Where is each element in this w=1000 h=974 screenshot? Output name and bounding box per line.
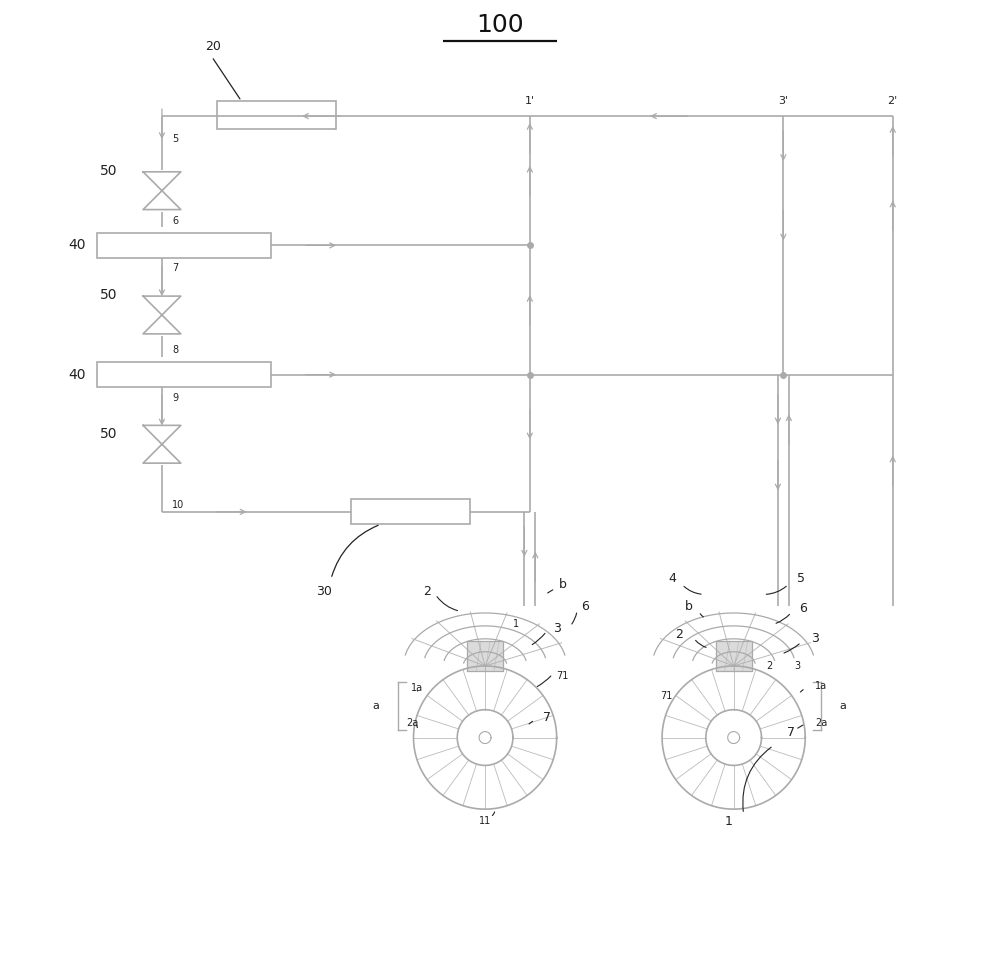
Text: 3: 3 xyxy=(794,661,800,671)
Text: 2a: 2a xyxy=(406,718,418,728)
Text: 71: 71 xyxy=(556,671,569,681)
Text: 71: 71 xyxy=(660,691,672,701)
Polygon shape xyxy=(467,641,503,671)
Bar xyxy=(97,362,271,387)
Text: 30: 30 xyxy=(316,585,332,598)
Text: 4: 4 xyxy=(668,572,676,585)
Text: 8: 8 xyxy=(172,345,178,355)
Text: a: a xyxy=(373,700,380,711)
Text: 2a: 2a xyxy=(815,718,827,728)
Text: 1: 1 xyxy=(725,814,733,828)
Bar xyxy=(97,233,271,258)
Text: 3: 3 xyxy=(553,621,561,635)
Text: 1a: 1a xyxy=(815,681,827,691)
Text: 20: 20 xyxy=(205,40,221,53)
Bar xyxy=(351,500,470,524)
Text: 6: 6 xyxy=(799,602,807,615)
Text: 2': 2' xyxy=(888,96,898,106)
Text: 2: 2 xyxy=(423,585,431,598)
Text: 40: 40 xyxy=(68,367,85,382)
Text: 7: 7 xyxy=(543,711,551,725)
Text: 6: 6 xyxy=(172,215,178,226)
Text: 3': 3' xyxy=(778,96,788,106)
Text: 2: 2 xyxy=(675,627,683,641)
Text: 1': 1' xyxy=(525,96,535,106)
Text: a: a xyxy=(839,700,846,711)
Text: 1: 1 xyxy=(513,619,519,629)
Text: 1a: 1a xyxy=(411,683,423,693)
Text: 6: 6 xyxy=(581,600,589,613)
Text: 11: 11 xyxy=(479,816,491,826)
Bar xyxy=(217,101,336,129)
Text: b: b xyxy=(685,600,693,613)
Text: 7: 7 xyxy=(787,726,795,739)
Text: 9: 9 xyxy=(172,393,178,402)
Text: 2: 2 xyxy=(767,661,773,671)
Text: 40: 40 xyxy=(68,239,85,252)
Text: 50: 50 xyxy=(100,428,117,441)
Text: 50: 50 xyxy=(100,164,117,178)
Text: 3: 3 xyxy=(811,631,819,645)
Text: 7: 7 xyxy=(172,263,178,274)
Text: 5: 5 xyxy=(172,134,178,144)
Text: b: b xyxy=(559,578,567,591)
Text: 100: 100 xyxy=(476,13,524,37)
Text: 5: 5 xyxy=(797,572,805,585)
Text: 10: 10 xyxy=(172,500,184,510)
Text: 50: 50 xyxy=(100,288,117,302)
Polygon shape xyxy=(716,641,752,671)
